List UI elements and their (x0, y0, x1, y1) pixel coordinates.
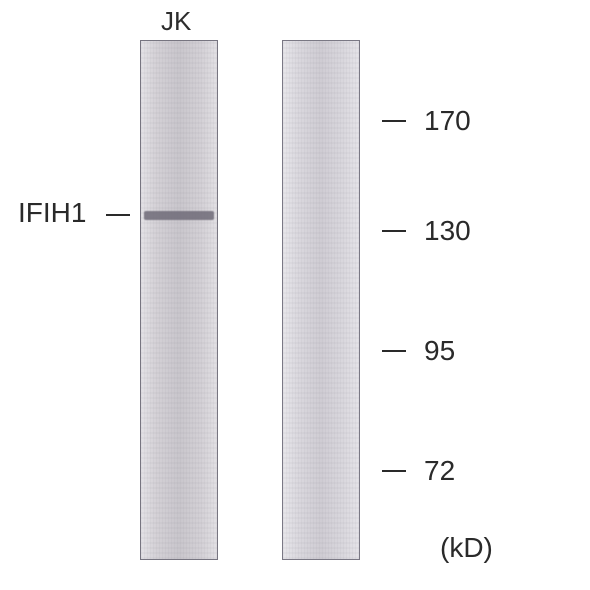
mw-tick (382, 350, 406, 352)
protein-label-tick (106, 214, 130, 216)
mw-label: 170 (424, 105, 471, 137)
mw-label: 130 (424, 215, 471, 247)
protein-band-ifih1 (144, 211, 214, 220)
mw-tick (382, 230, 406, 232)
mw-label: 95 (424, 335, 455, 367)
molecular-weight-unit: (kD) (440, 532, 493, 564)
mw-tick (382, 470, 406, 472)
protein-label: IFIH1 (18, 197, 86, 229)
lane-1-header: JK (161, 6, 191, 37)
blot-figure: JK IFIH1 170 130 95 72 (kD) (0, 0, 590, 590)
mw-label: 72 (424, 455, 455, 487)
blot-lane-2 (282, 40, 360, 560)
blot-lane-1 (140, 40, 218, 560)
mw-tick (382, 120, 406, 122)
